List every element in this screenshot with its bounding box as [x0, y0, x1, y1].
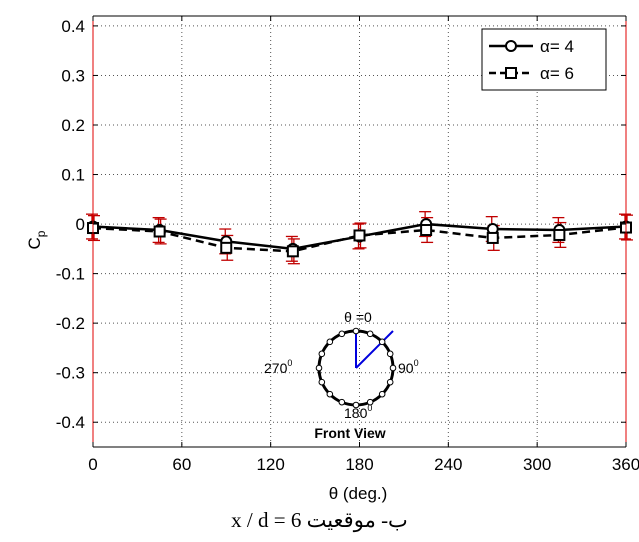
square-marker-icon	[505, 67, 517, 79]
circle-marker-icon	[505, 40, 517, 52]
x-axis-label: θ (deg.)	[329, 484, 388, 503]
y-tick-label: -0.4	[56, 413, 85, 432]
inset-label-90-value: 90	[398, 360, 414, 376]
inset-label-180-degree: 0	[367, 403, 372, 413]
y-axis-label-sub: p	[34, 230, 48, 237]
pressure-tap	[378, 390, 386, 398]
inset-pressure-taps	[315, 327, 397, 409]
x-tick-labels: 0 60 120 180 240 300 360	[88, 455, 639, 474]
pressure-tap	[352, 401, 360, 409]
pressure-tap	[386, 350, 394, 358]
data-point-square	[353, 229, 366, 242]
y-tick-label: 0.4	[61, 17, 85, 36]
y-tick-label: 0.2	[61, 116, 85, 135]
y-tick-label: 0.1	[61, 166, 85, 185]
pressure-tap	[386, 378, 394, 386]
pressure-tap	[318, 350, 326, 358]
pressure-tap	[366, 330, 374, 338]
legend-label-alpha-4: α= 4	[540, 37, 574, 56]
data-point-square	[153, 225, 166, 238]
pressure-tap	[326, 338, 334, 346]
pressure-tap	[366, 398, 374, 406]
x-tick-label: 180	[345, 455, 373, 474]
data-point-square	[286, 245, 299, 258]
legend-box	[481, 28, 607, 91]
inset-label-270-degree: 0	[287, 358, 292, 368]
legend-item-alpha-6: α= 6	[489, 64, 574, 83]
inset-label-90: 900	[398, 358, 419, 376]
x-tick-label: 240	[434, 455, 462, 474]
data-point-square	[553, 228, 566, 241]
y-tick-label: -0.3	[56, 364, 85, 383]
y-tick-label: -0.1	[56, 265, 85, 284]
pressure-tap	[318, 378, 326, 386]
data-point-square	[486, 231, 499, 244]
pressure-tap	[338, 330, 346, 338]
legend: α= 4 α= 6	[481, 28, 607, 91]
inset-pointer-diagonal	[355, 330, 394, 369]
data-point-square	[420, 224, 433, 237]
pressure-tap	[378, 338, 386, 346]
legend-label-alpha-6: α= 6	[540, 64, 574, 83]
inset-label-90-degree: 0	[414, 358, 419, 368]
figure-caption: ب- موقعیت x / d = 6	[231, 508, 408, 532]
inset-caption: Front View	[314, 425, 385, 441]
y-axis-label: Cp	[25, 230, 48, 249]
legend-item-alpha-4: α= 4	[489, 37, 574, 56]
x-tick-label: 360	[612, 455, 639, 474]
y-axis-label-main: C	[25, 237, 44, 249]
data-point-square	[220, 241, 233, 254]
x-tick-label: 0	[88, 455, 97, 474]
pressure-tap	[389, 364, 397, 372]
series-line-2	[92, 226, 627, 253]
plot-frame	[92, 15, 627, 448]
pressure-tap	[352, 327, 360, 335]
y-tick-label: -0.2	[56, 314, 85, 333]
front-view-inset: θ =0 900 2700 1800 Front View	[264, 309, 419, 441]
y-tick-label: 0.3	[61, 66, 85, 85]
y-tick-label: 0	[76, 215, 85, 234]
inset-label-270: 2700	[264, 358, 292, 376]
inset-label-180: 1800	[344, 403, 372, 421]
x-tick-label: 120	[256, 455, 284, 474]
pressure-tap	[338, 398, 346, 406]
pressure-tap	[315, 364, 323, 372]
pressure-tap	[326, 390, 334, 398]
inset-label-270-value: 270	[264, 360, 288, 376]
x-tick-label: 60	[172, 455, 191, 474]
inset-label-180-value: 180	[344, 405, 368, 421]
inset-theta-zero-label: θ =0	[344, 309, 372, 325]
y-tick-labels: 0.4 0.3 0.2 0.1 0 -0.1 -0.2 -0.3 -0.4	[56, 17, 85, 432]
x-tick-label: 300	[523, 455, 551, 474]
